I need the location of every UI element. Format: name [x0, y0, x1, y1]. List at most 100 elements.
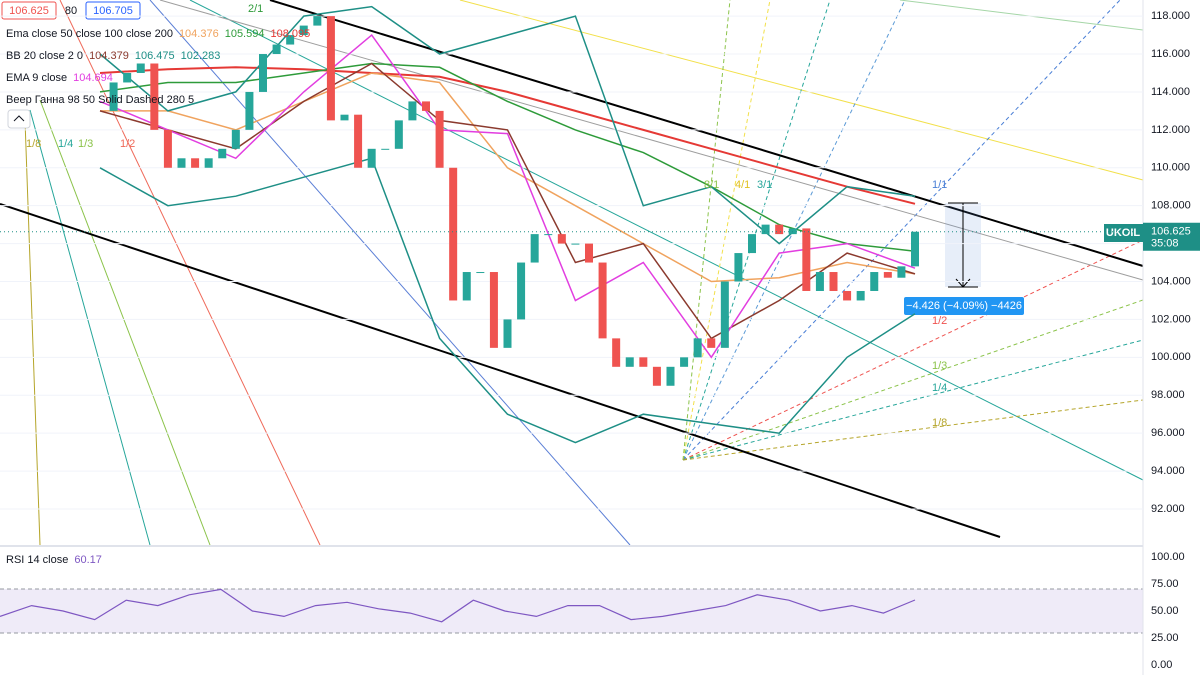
indicator-line [99, 66, 916, 205]
candle [109, 82, 118, 111]
y-tick-label: 25.00 [1151, 632, 1179, 644]
candle [544, 234, 553, 236]
candle [557, 234, 566, 244]
candle [761, 224, 770, 235]
candle [204, 158, 213, 168]
candle [517, 262, 526, 320]
y-tick-label: 94.000 [1151, 465, 1185, 477]
y-tick-label: 98.000 [1151, 389, 1185, 401]
candle [367, 148, 376, 168]
rsi-value: 60.17 [74, 554, 102, 566]
candle [313, 16, 322, 26]
y-tick-label: 100.000 [1151, 351, 1191, 363]
y-tick-label: 112.000 [1151, 124, 1190, 136]
candle [829, 272, 838, 291]
fan-label: 1/8 [932, 417, 947, 429]
legend-value: 105.594 [225, 28, 265, 40]
fan-line [682, 399, 1144, 461]
rsi-line [0, 588, 916, 623]
fan-line [189, 0, 1144, 481]
y-tick-label: 96.000 [1151, 427, 1185, 439]
candle [272, 44, 281, 55]
pane-separator [0, 545, 1143, 547]
candle [775, 224, 784, 235]
collapse-icon [13, 115, 25, 122]
candle [666, 366, 675, 386]
candle [625, 357, 634, 367]
spread: 80 [65, 5, 77, 17]
fan-label: 1/3 [78, 138, 93, 150]
candle [612, 338, 621, 367]
ask-price: 106.705 [93, 5, 133, 17]
candle [326, 16, 335, 121]
rsi-title: RSI 14 close [6, 554, 68, 566]
fan-label: 3/1 [757, 179, 772, 191]
fan-label: 4/1 [735, 179, 750, 191]
candle [680, 357, 689, 367]
candle [897, 266, 906, 278]
candle [259, 54, 267, 92]
annotations: 2/1 8/1 4/1 3/1 1/1 1/2 1/3 1/4 1/8 1/8 … [26, 3, 947, 429]
ask-box[interactable] [85, 1, 141, 20]
countdown: 35:08 [1151, 238, 1179, 250]
candle [720, 281, 729, 348]
legend-value: 104.694 [73, 72, 113, 84]
legend-label: Ema close 50 close 100 close 200 [6, 28, 173, 40]
y-tick-label: 100.00 [1151, 551, 1185, 563]
collapse-button[interactable] [7, 109, 31, 129]
fan-line [682, 239, 1144, 461]
legend-value: 104.379 [89, 50, 129, 62]
candle [815, 272, 824, 291]
candle [530, 234, 539, 263]
candle [245, 91, 254, 130]
candle [476, 272, 485, 274]
last-price-tag [1143, 222, 1200, 251]
candle [449, 167, 458, 301]
fan-line [24, 119, 41, 546]
candle [394, 120, 403, 149]
symbol: UKOIL [1106, 227, 1141, 239]
candle [503, 319, 512, 348]
candle [911, 231, 919, 267]
fan-label: 2/1 [248, 3, 263, 15]
header: 106.625 80 106.705 [1, 1, 141, 129]
candle [652, 366, 661, 386]
legend: Ema close 50 close 100 close 200 104.376 1… [6, 28, 310, 106]
candle [489, 272, 498, 348]
indicator-line [99, 62, 916, 252]
legend-label: Веер Ганна 98 50 Solid Dashed 280 5 [6, 94, 194, 106]
candle [136, 63, 145, 73]
y-tick-label: 114.000 [1151, 86, 1190, 98]
candle [340, 114, 349, 121]
candle [856, 290, 865, 301]
fan-line [29, 109, 151, 546]
y-tick-label: 92.000 [1151, 503, 1185, 515]
y-tick-label: 50.00 [1151, 605, 1179, 617]
fan-label: 8/1 [704, 179, 719, 191]
fan-label: 1/2 [120, 138, 135, 150]
fan-line [149, 0, 631, 546]
candle [231, 129, 240, 149]
rsi-band [0, 589, 1143, 633]
fan-label: 1/1 [932, 179, 947, 191]
measure-label-box [904, 297, 1024, 315]
candle [218, 148, 227, 159]
candle [843, 290, 852, 301]
legend-label: EMA 9 close [6, 72, 67, 84]
candle [191, 158, 200, 168]
candle [870, 272, 879, 291]
y-tick-label: 110.000 [1151, 162, 1190, 174]
candle [381, 148, 390, 150]
y-tick-label: 104.000 [1151, 275, 1191, 287]
bid-box[interactable] [1, 1, 57, 20]
y-tick-label: 0.00 [1151, 659, 1172, 671]
bid-price: 106.625 [9, 5, 49, 17]
fan-label: 1/2 [932, 315, 947, 327]
fan-line [682, 0, 771, 461]
legend-value: 108.095 [270, 28, 310, 40]
candle [883, 272, 892, 278]
candle [571, 243, 580, 245]
indicator-line [99, 5, 916, 245]
candle [435, 110, 444, 168]
